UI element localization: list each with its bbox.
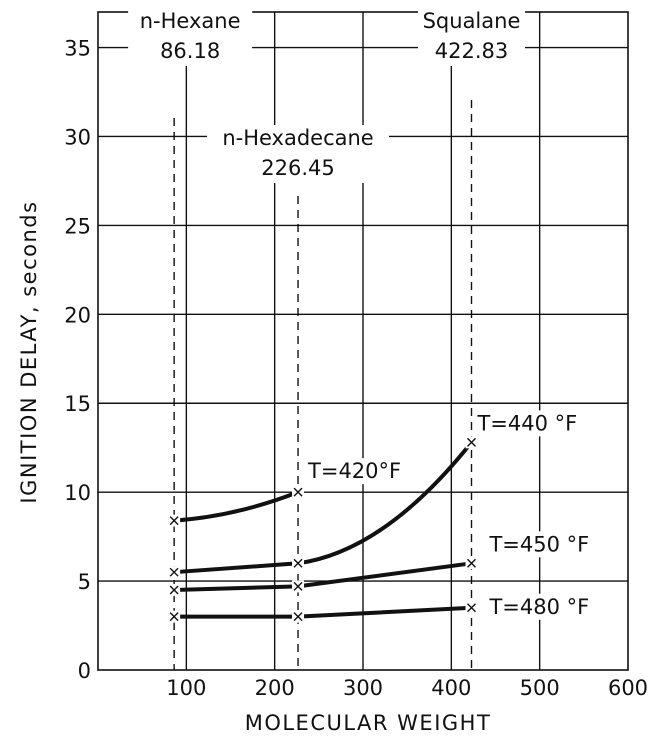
y-tick-label: 5 [78,570,91,594]
annotations: n-Hexane 86.18 n-Hexadecane 226.45 Squalane 4… [128,8,605,620]
x-tick-label: 600 [608,676,648,700]
label-backdrop [474,410,593,437]
y-axis-label: IGNITION DELAY, seconds [17,200,41,503]
y-tick-label: 0 [78,659,91,683]
y-tick-label: 10 [64,481,91,505]
data-point [292,610,305,623]
label-backdrop [128,8,253,66]
x-axis-label: MOLECULAR WEIGHT [245,711,492,735]
series-label: T=420°F [307,459,401,483]
data-point [168,566,181,579]
data-point-cross [293,581,303,591]
data-point [292,557,305,570]
label-backdrop [305,458,424,485]
y-tick-label: 25 [64,214,91,238]
data-point-cross [169,612,179,622]
data-point-cross [293,612,303,622]
data-point-cross [293,487,303,497]
data-point-markers [168,436,478,623]
data-point [465,601,478,614]
data-point [168,514,181,527]
series-line [172,490,301,523]
data-point-cross [169,516,179,526]
compound-name: n-Hexane [140,9,241,33]
data-point [292,580,305,593]
series-line [172,605,474,619]
series-label: T=450 °F [488,532,589,556]
label-backdrop [486,531,605,558]
y-tick-label: 15 [64,392,91,416]
compound-molecular-weight: 422.83 [435,39,508,63]
plot-border [97,11,629,671]
tick-labels: 0 5 10 15 20 25 30 35 100 200 300 400 500 600 [64,37,648,700]
data-point-cross [293,558,303,568]
label-backdrop [207,125,390,183]
x-tick-label: 200 [255,676,295,700]
y-tick-label: 30 [64,125,91,149]
data-point-cross [467,558,476,568]
compound-name: n-Hexadecane [222,126,373,150]
label-backdrop [486,593,605,620]
data-point-cross [169,567,179,577]
y-tick-label: 20 [64,303,91,327]
data-point-cross [467,603,476,613]
label-backdrop [417,8,525,66]
x-tick-label: 400 [431,676,471,700]
data-point-cross [467,437,476,447]
compound-name: Squalane [423,9,521,33]
compound-molecular-weight: 86.18 [160,39,220,63]
data-point-cross [169,585,179,595]
compound-molecular-weight: 226.45 [261,156,334,180]
series-label: T=480 °F [488,595,589,619]
data-point [168,610,181,623]
data-point [465,436,478,449]
y-tick-label: 35 [64,37,91,61]
data-point [292,486,305,499]
data-point [465,557,478,570]
plot-frame [97,11,629,671]
x-tick-label: 100 [166,676,206,700]
x-tick-label: 500 [520,676,560,700]
x-tick-label: 300 [343,676,383,700]
data-point [168,583,181,596]
series-label: T=440 °F [476,411,577,435]
